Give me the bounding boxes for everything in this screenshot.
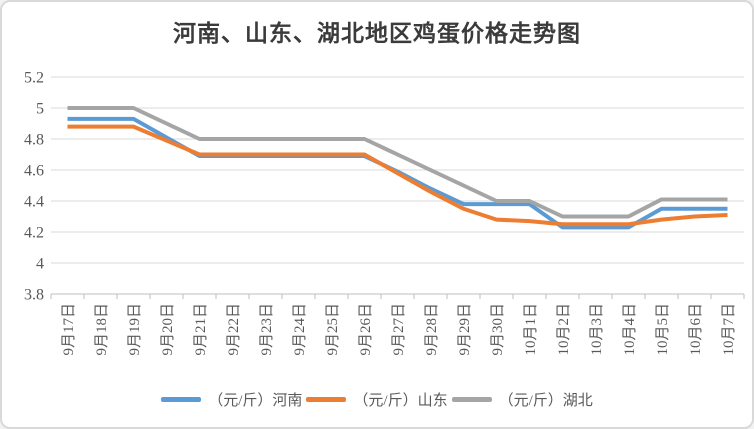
y-tick-label: 4.4 xyxy=(24,194,44,211)
gridlines xyxy=(51,76,744,295)
x-tick-label: 10月4日 xyxy=(622,303,638,356)
chart-title: 河南、山东、湖北地区鸡蛋价格走势图 xyxy=(173,21,581,46)
x-tick-label: 9月27日 xyxy=(391,303,407,356)
y-tick-label: 4 xyxy=(36,256,44,273)
x-axis xyxy=(50,293,745,299)
x-tick-label: 9月21日 xyxy=(193,303,209,356)
x-tick-label: 9月18日 xyxy=(94,303,110,356)
legend-swatch-shandong xyxy=(306,397,347,402)
y-tick-label: 5.2 xyxy=(24,70,44,87)
x-tick-label: 10月3日 xyxy=(589,303,605,356)
y-tick-label: 3.8 xyxy=(24,287,44,304)
legend-swatch-hubei xyxy=(451,397,492,402)
x-tick-label: 9月28日 xyxy=(424,303,440,356)
legend-swatch-henan xyxy=(161,397,202,402)
x-tick-label: 9月30日 xyxy=(490,303,506,356)
x-tick-label: 9月25日 xyxy=(325,303,341,356)
legend-label-shandong: （元/斤）山东 xyxy=(353,393,448,409)
series-line-shandong xyxy=(67,124,728,227)
y-tick-label: 4.6 xyxy=(24,163,44,180)
x-tick-label: 10月5日 xyxy=(655,303,671,356)
y-axis-labels: 3.8 4 4.2 4.4 4.6 4.8 5 5.2 xyxy=(24,70,44,304)
legend-item-henan: （元/斤）河南 xyxy=(161,389,302,410)
legend-item-shandong: （元/斤）山东 xyxy=(306,389,448,410)
legend-item-hubei: （元/斤）湖北 xyxy=(451,389,593,410)
y-tick-label: 5 xyxy=(36,101,44,118)
x-axis-labels: 9月17日 9月18日 9月19日 9月20日 9月21日 9月22日 9月23日 9月24日… xyxy=(61,303,737,356)
x-tick-label: 10月1日 xyxy=(523,303,539,356)
x-tick-label: 9月24日 xyxy=(292,303,308,356)
x-tick-label: 9月29日 xyxy=(457,303,473,356)
y-tick-label: 4.8 xyxy=(24,132,44,149)
x-tick-label: 9月19日 xyxy=(127,303,143,356)
x-tick-label: 9月20日 xyxy=(160,303,176,356)
x-tick-label: 9月23日 xyxy=(259,303,275,356)
x-tick-label: 10月7日 xyxy=(721,303,737,356)
y-tick-label: 4.2 xyxy=(24,225,44,242)
x-tick-label: 10月6日 xyxy=(688,303,704,356)
x-tick-label: 9月22日 xyxy=(226,303,242,356)
legend-label-henan: （元/斤）河南 xyxy=(208,393,303,409)
legend: （元/斤）河南 （元/斤）山东 （元/斤）湖北 xyxy=(2,389,752,410)
x-tick-label: 9月17日 xyxy=(61,303,77,356)
x-tick-label: 9月26日 xyxy=(358,303,374,356)
legend-label-hubei: （元/斤）湖北 xyxy=(498,393,593,409)
x-tick-label: 10月2日 xyxy=(556,303,572,356)
series-line-hubei xyxy=(67,106,728,219)
